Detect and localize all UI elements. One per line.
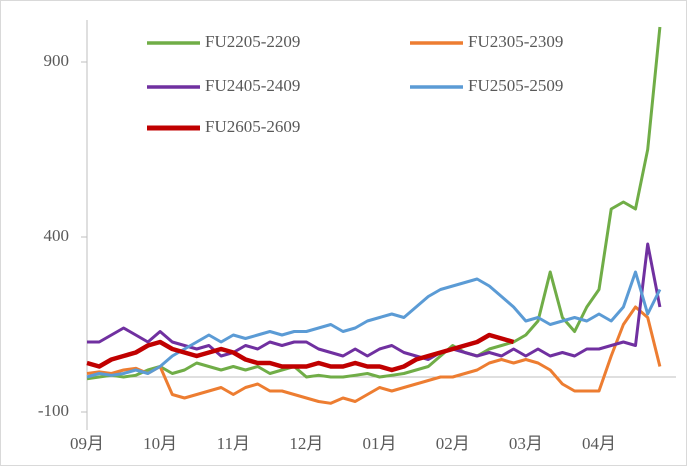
x-tick-label: 03月 — [509, 434, 543, 453]
x-tick-label: 04月 — [582, 434, 616, 453]
legend-label: FU2605-2609 — [205, 117, 300, 136]
y-tick-label: 900 — [44, 51, 70, 70]
legend-label: FU2205-2209 — [205, 32, 300, 51]
y-tick-label: 400 — [44, 226, 70, 245]
x-tick-label: 01月 — [363, 434, 397, 453]
line-series — [87, 242, 662, 361]
x-tick-label: 10月 — [143, 434, 177, 453]
legend-label: FU2405-2409 — [205, 76, 300, 95]
x-tick-label: 09月 — [70, 434, 104, 453]
line-series — [86, 305, 662, 405]
legend-label: FU2505-2509 — [468, 76, 563, 95]
x-tick-label: 12月 — [289, 434, 323, 453]
line-series — [86, 332, 515, 373]
x-tick-label: 02月 — [436, 434, 470, 453]
legend-label: FU2305-2309 — [468, 32, 563, 51]
x-tick-label: 11月 — [217, 434, 250, 453]
y-tick-label: -100 — [38, 401, 69, 420]
